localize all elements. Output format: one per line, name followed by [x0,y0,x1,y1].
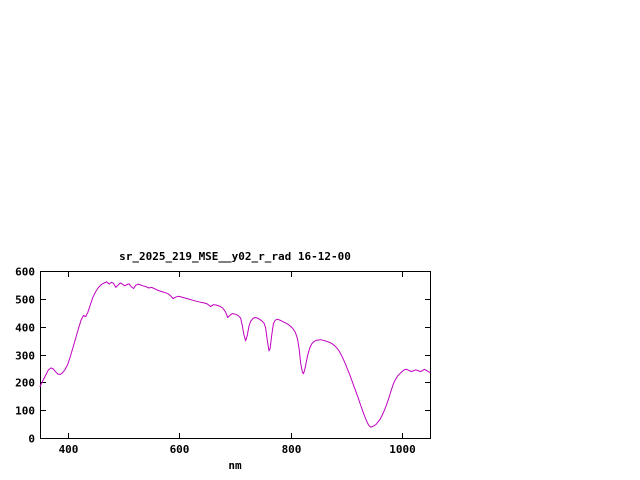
y-tick-label: 300 [15,350,35,363]
y-tick-label: 400 [15,322,35,335]
y-tick-label: 600 [15,266,35,279]
x-tick-label: 600 [170,443,190,456]
plot-border [40,271,431,439]
y-tick-label: 200 [15,377,35,390]
y-tick-label: 500 [15,294,35,307]
x-axis-label: nm [228,459,242,472]
x-tick-label: 1000 [389,443,416,456]
x-tick-label: 400 [59,443,79,456]
x-tick-label: 800 [282,443,302,456]
spectrum-curve [39,281,431,428]
y-tick-label: 0 [28,433,35,446]
y-tick-label: 100 [15,405,35,418]
chart-title: sr_2025_219_MSE__y02_r_rad 16-12-00 [119,250,351,263]
